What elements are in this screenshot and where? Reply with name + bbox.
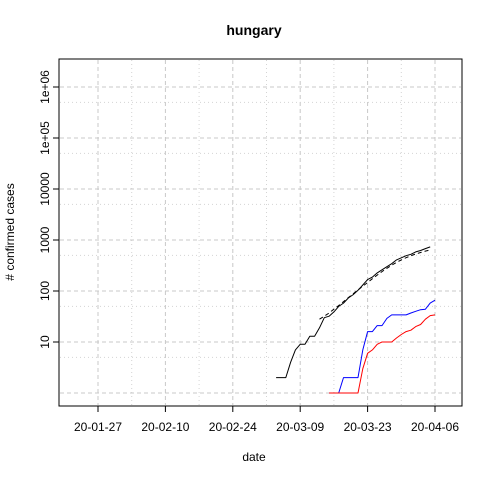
x-tick-label: 20-02-10 (141, 420, 189, 434)
series-line-1 (319, 249, 431, 320)
y-axis-label: # confirmed cases (3, 183, 17, 280)
series-line-0 (276, 246, 431, 379)
y-tick-label: 10 (38, 335, 52, 349)
y-tick-label: 1e+06 (38, 70, 52, 104)
x-tick-label: 20-02-24 (209, 420, 257, 434)
x-tick-label: 20-03-23 (344, 420, 392, 434)
chart-title: hungary (226, 22, 281, 38)
y-tick-label: 10000 (38, 172, 52, 206)
y-axis: 10 100 1000 10000 1e+05 1e+06 (38, 70, 60, 349)
series-line-2 (329, 299, 436, 394)
x-tick-label: 20-01-27 (74, 420, 122, 434)
x-axis: 20-01-27 20-02-10 20-02-24 20-03-09 20-03-23… (74, 405, 459, 434)
series-line-3 (329, 314, 436, 394)
x-axis-label: date (242, 450, 266, 464)
y-tick-label: 1000 (38, 226, 52, 253)
x-tick-label: 20-03-09 (276, 420, 324, 434)
series-layer (276, 246, 436, 394)
x-tick-label: 20-04-06 (411, 420, 459, 434)
y-tick-label: 100 (38, 281, 52, 301)
y-tick-label: 1e+05 (38, 121, 52, 155)
horizontal-grid (60, 86, 461, 394)
vertical-grid (97, 60, 436, 405)
